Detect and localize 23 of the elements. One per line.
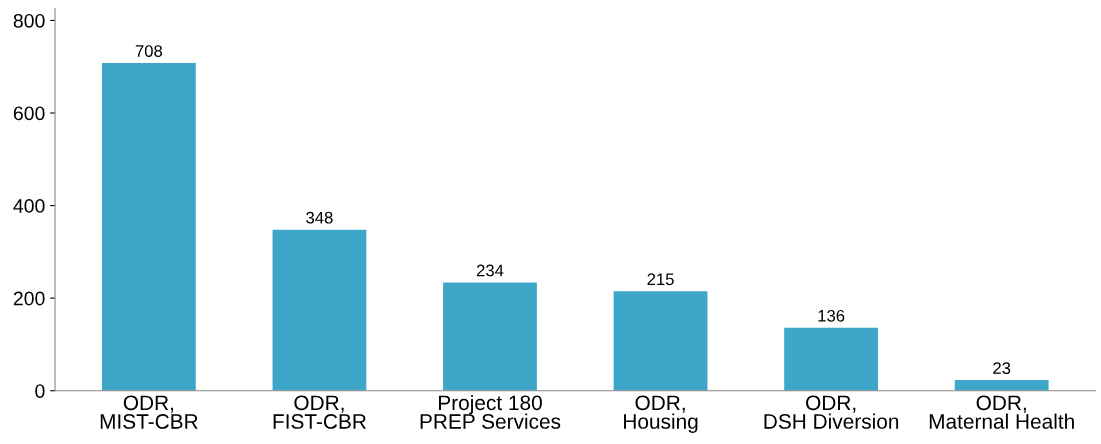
x-tick-label: ODR, DSH Diversion [764,395,899,429]
data-label: 348 [306,211,333,224]
x-tick-label: ODR, Housing [624,395,698,433]
data-label: 708 [135,45,163,57]
bar [954,380,1049,391]
y-tick-label: 0 [35,384,45,398]
bar [443,282,537,391]
bar [784,327,879,391]
data-label: 23 [993,362,1011,374]
data-label: 234 [476,264,504,277]
bar [613,291,708,391]
x-tick-label: ODR, FIST-CBR [273,395,366,429]
bar [272,229,367,391]
x-tick-label: ODR, Maternal Health [929,395,1074,429]
y-tick-label: 600 [13,106,45,121]
data-label: 215 [647,273,674,286]
y-tick-label: 200 [13,291,45,306]
data-label: 136 [818,309,845,322]
x-tick-label: ODR, MIST-CBR [100,395,198,429]
y-tick-label: 400 [13,199,45,213]
bar [101,63,196,391]
x-tick-label: Project 180 PREP Services [420,394,561,429]
y-tick-label: 800 [13,13,45,28]
